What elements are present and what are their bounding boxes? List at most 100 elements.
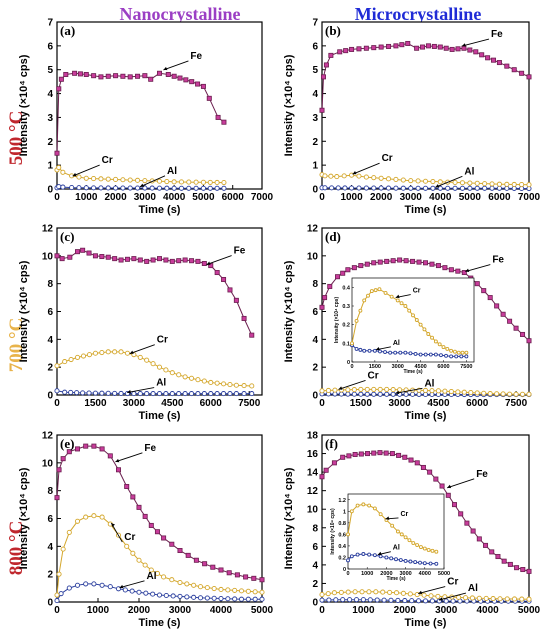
panel-d-al-point bbox=[377, 391, 383, 397]
panel-f-inset-cr-point bbox=[415, 543, 420, 548]
panel-e-fe-point bbox=[226, 570, 232, 576]
panel-c-fe-point bbox=[137, 257, 143, 263]
panel-f-inset-al-point bbox=[355, 552, 360, 557]
panel-a-al-point bbox=[171, 185, 177, 191]
panel-b-al-point bbox=[489, 185, 495, 191]
panel-c-cr-point bbox=[99, 350, 105, 356]
panel-c-y-tick-label: 6 bbox=[47, 307, 53, 318]
panel-f-inset-al-point bbox=[422, 561, 427, 566]
panel-f-cr-point bbox=[366, 589, 372, 595]
panel-c-al-point bbox=[150, 391, 156, 397]
panel-b-cr-point bbox=[467, 180, 473, 186]
panel-d-fe-point bbox=[474, 281, 480, 287]
panel-f-inset-x-tick-label: 3000 bbox=[399, 571, 411, 577]
panel-a-al-label-arrow bbox=[139, 175, 166, 188]
panel-e-y-tick-label: 10 bbox=[42, 458, 54, 469]
panel-f-inset-y-tick-label: 1.2 bbox=[338, 498, 346, 504]
panel-f-fe-point bbox=[371, 450, 377, 456]
panel-e-al-point bbox=[259, 596, 265, 602]
panel-b-cr-point bbox=[504, 181, 510, 187]
panel-f-x-tick-label: 3000 bbox=[435, 605, 458, 616]
panel-d-inset-cr-point bbox=[418, 322, 423, 327]
panel-d-inset-al-point bbox=[428, 352, 433, 357]
panel-d-inset-cr-point bbox=[414, 318, 419, 322]
panel-f-inset-cr-point bbox=[426, 548, 431, 552]
panel-d-inset-al-point bbox=[372, 348, 377, 353]
panel-d-cr-point bbox=[371, 386, 377, 392]
panel-b-fe-arrowhead bbox=[461, 43, 466, 47]
panel-c-cr-point bbox=[227, 382, 233, 388]
panel-a-al-point bbox=[142, 185, 148, 191]
panel-f-inset-al-point bbox=[378, 554, 383, 559]
panel-b-fe-point bbox=[393, 43, 399, 49]
panel-f-inset-al-point bbox=[349, 554, 354, 559]
panel-d-al-point bbox=[390, 391, 396, 397]
panel-b-cr-point bbox=[363, 174, 369, 180]
panel-d-al-point bbox=[403, 391, 409, 397]
panel-f-y-tick-label: 10 bbox=[307, 505, 319, 516]
panel-d-cr-point bbox=[390, 387, 396, 393]
panel-c-fe-point bbox=[221, 276, 227, 282]
panel-b-cr-point bbox=[511, 181, 517, 188]
panel-d-inset-y-tick-label: 0 bbox=[347, 360, 350, 366]
panel-f-fe-line bbox=[321, 452, 530, 572]
panel-e-fe-point bbox=[218, 567, 224, 573]
panel-e-fe-series-label: Fe bbox=[144, 443, 156, 454]
panel-d-cr-point bbox=[429, 388, 435, 394]
panel-f-cr-point bbox=[338, 589, 344, 595]
panel-f-inset-cr-point bbox=[390, 523, 395, 528]
panel-b-cr-point bbox=[393, 176, 399, 183]
panel-d-fe-point bbox=[448, 267, 454, 273]
panel-b-cr-point bbox=[385, 176, 392, 182]
panel-f-fe-point bbox=[476, 536, 482, 542]
panel-c-y-tick-label: 4 bbox=[47, 335, 53, 346]
panel-d-inset-al-point bbox=[449, 354, 454, 359]
panel-f-y-tick-label: 4 bbox=[312, 560, 318, 571]
panel-c-fe-point bbox=[112, 256, 118, 262]
panel-e-al-point bbox=[58, 591, 64, 597]
panel-a-y-tick-label: 7 bbox=[47, 18, 53, 29]
panel-e-al-point bbox=[204, 595, 210, 601]
panel-d-fe-point bbox=[390, 258, 396, 264]
panel-e-al-point bbox=[156, 592, 163, 598]
panel-f-cr-point bbox=[483, 595, 489, 601]
panel-d-inset-cr-point bbox=[464, 350, 469, 355]
panel-d-fe-point bbox=[416, 259, 422, 265]
panel-e-y-tick-label: 0 bbox=[47, 598, 53, 609]
panel-d-y-tick-label: 4 bbox=[312, 335, 318, 346]
panel-d-al-point bbox=[364, 391, 370, 397]
panel-a-al-point bbox=[134, 185, 141, 191]
panel-b-cr-point bbox=[378, 175, 384, 181]
panel-d-cr-point bbox=[455, 389, 461, 395]
panel-c-fe-point bbox=[150, 257, 156, 263]
panel-f-fe-point bbox=[526, 568, 532, 574]
panel-f-al-point bbox=[395, 597, 401, 604]
panel-b-fe-point bbox=[473, 49, 479, 55]
panel-e-fe-arrowhead bbox=[115, 458, 120, 463]
panel-b-fe-series-label: Fe bbox=[491, 29, 503, 40]
panel-f-al-point bbox=[333, 597, 339, 603]
panel-f-y-tick-label: 12 bbox=[307, 486, 319, 497]
row-label-800c: 800 °C bbox=[6, 521, 27, 576]
panel-e-y-axis-label: Intensity (×10⁴ cps) bbox=[18, 467, 30, 569]
panel-c-cr-series-label: Cr bbox=[157, 335, 168, 346]
panel-f-inset-cr-point bbox=[419, 545, 423, 550]
panel-c-al-point bbox=[227, 391, 233, 397]
panel-f-al-point bbox=[340, 597, 346, 603]
panel-b-y-tick-label: 7 bbox=[312, 18, 318, 29]
panel-d-cr-point bbox=[494, 391, 500, 397]
panel-c-cr-point bbox=[92, 350, 98, 356]
panel-b-fe-point bbox=[319, 107, 325, 113]
panel-a-al-point bbox=[56, 184, 62, 190]
panel-a-fe-point bbox=[177, 75, 183, 81]
panel-b-fe-point bbox=[405, 40, 411, 46]
panel-e-cr-point bbox=[54, 592, 60, 598]
panel-d-cr-point bbox=[332, 387, 338, 393]
panel-e-al-point bbox=[163, 592, 169, 599]
panel-f-cr-point bbox=[393, 590, 400, 596]
panel-f-cr-point bbox=[497, 596, 503, 602]
panel-d-cr-point bbox=[442, 388, 448, 394]
panel-c-cr-point bbox=[249, 383, 255, 389]
panel-d-inset-cr-point bbox=[389, 294, 394, 299]
panel-e-fe-point bbox=[161, 535, 167, 541]
